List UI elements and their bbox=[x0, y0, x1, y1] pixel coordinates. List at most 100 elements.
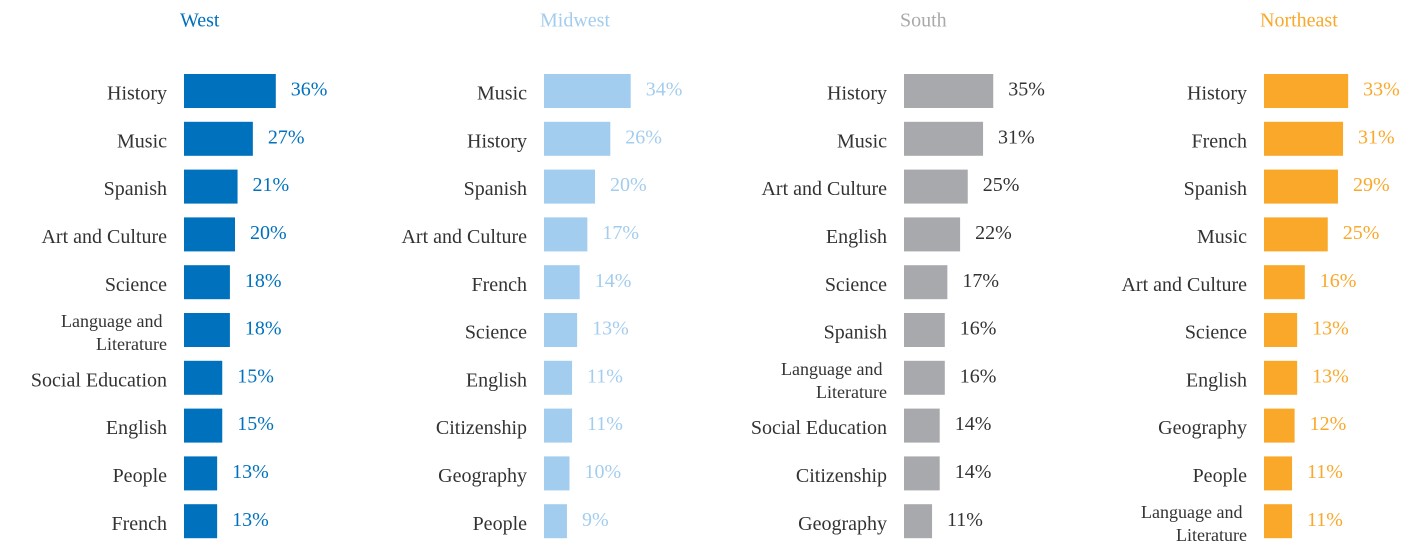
category-label: English bbox=[826, 226, 887, 248]
bar bbox=[184, 121, 253, 156]
category-label: Spanish bbox=[1184, 178, 1247, 200]
category-label: Social Education bbox=[751, 417, 887, 439]
category-label: Music bbox=[117, 130, 167, 152]
category-label: Language and Literature bbox=[781, 359, 887, 402]
bar bbox=[184, 360, 223, 395]
value-label: 12% bbox=[1310, 413, 1347, 435]
value-label: 13% bbox=[592, 318, 629, 340]
bar bbox=[544, 504, 567, 539]
value-label: 31% bbox=[1358, 126, 1395, 148]
category-label: Art and Culture bbox=[761, 178, 887, 200]
bar bbox=[184, 217, 235, 252]
bar bbox=[1264, 504, 1293, 539]
value-label: 27% bbox=[268, 126, 305, 148]
bar bbox=[544, 265, 580, 300]
category-label: Language and Literature bbox=[1141, 502, 1247, 543]
category-label: People bbox=[113, 465, 168, 487]
bar bbox=[904, 265, 948, 300]
category-label: Spanish bbox=[464, 178, 527, 200]
value-label: 31% bbox=[998, 126, 1035, 148]
value-label: 26% bbox=[625, 126, 662, 148]
bar bbox=[1264, 121, 1344, 156]
value-label: 11% bbox=[587, 365, 623, 387]
panel-title: West bbox=[180, 10, 220, 32]
bar bbox=[1264, 74, 1349, 108]
bar bbox=[184, 504, 218, 539]
bar bbox=[1264, 265, 1305, 300]
bar bbox=[544, 121, 611, 156]
bar bbox=[904, 74, 994, 108]
category-label: History bbox=[467, 130, 527, 152]
category-label: Spanish bbox=[104, 178, 167, 200]
value-label: 16% bbox=[1320, 270, 1357, 292]
bar bbox=[904, 408, 940, 443]
value-label: 18% bbox=[245, 318, 282, 340]
value-label: 20% bbox=[250, 222, 287, 244]
value-label: 11% bbox=[587, 413, 623, 435]
bar bbox=[1264, 408, 1295, 443]
value-label: 18% bbox=[245, 270, 282, 292]
bar bbox=[544, 74, 631, 108]
bar bbox=[904, 121, 984, 156]
category-label: Music bbox=[1197, 226, 1247, 248]
bar bbox=[184, 313, 230, 347]
bar bbox=[1264, 169, 1338, 204]
value-label: 17% bbox=[962, 270, 999, 292]
category-label: Social Education bbox=[31, 369, 167, 391]
category-label: Science bbox=[465, 322, 527, 344]
category-label: Citizenship bbox=[796, 465, 887, 487]
category-label: People bbox=[473, 513, 528, 535]
value-label: 14% bbox=[955, 461, 992, 483]
category-label: History bbox=[107, 83, 167, 105]
value-label: 35% bbox=[1008, 79, 1045, 101]
category-label: Geography bbox=[438, 465, 527, 487]
bar bbox=[904, 169, 968, 204]
bar bbox=[904, 504, 933, 539]
category-label: Geography bbox=[798, 513, 887, 535]
category-label: French bbox=[111, 513, 167, 535]
category-label: Science bbox=[1185, 322, 1247, 344]
bar bbox=[904, 313, 945, 347]
value-label: 16% bbox=[960, 365, 997, 387]
bar bbox=[544, 408, 573, 443]
category-label: History bbox=[1187, 83, 1247, 105]
value-label: 14% bbox=[595, 270, 632, 292]
category-label: Art and Culture bbox=[1121, 274, 1247, 296]
panel-title: Northeast bbox=[1260, 10, 1338, 32]
category-label: French bbox=[471, 274, 527, 296]
category-label: Music bbox=[477, 83, 527, 105]
value-label: 13% bbox=[1312, 318, 1349, 340]
category-label: French bbox=[1191, 130, 1247, 152]
value-label: 15% bbox=[237, 365, 274, 387]
category-label: English bbox=[1186, 369, 1247, 391]
value-label: 13% bbox=[232, 509, 269, 531]
bar bbox=[1264, 360, 1298, 395]
bar bbox=[184, 408, 223, 443]
category-label: History bbox=[827, 83, 887, 105]
bar bbox=[1264, 456, 1293, 491]
bar bbox=[544, 169, 595, 204]
value-label: 29% bbox=[1353, 174, 1390, 196]
value-label: 15% bbox=[237, 413, 274, 435]
category-label: Geography bbox=[1158, 417, 1247, 439]
category-label: Art and Culture bbox=[401, 226, 527, 248]
value-label: 17% bbox=[602, 222, 639, 244]
bar bbox=[184, 74, 276, 108]
category-label: People bbox=[1193, 465, 1248, 487]
category-label: Spanish bbox=[824, 322, 887, 344]
bar bbox=[184, 456, 218, 491]
bar bbox=[184, 169, 238, 204]
bar bbox=[544, 360, 573, 395]
bar bbox=[904, 360, 945, 395]
category-label: Language and Literature bbox=[61, 311, 167, 354]
value-label: 11% bbox=[1307, 509, 1343, 531]
value-label: 13% bbox=[232, 461, 269, 483]
bar bbox=[544, 217, 588, 252]
value-label: 21% bbox=[253, 174, 290, 196]
bar bbox=[184, 265, 230, 300]
bar bbox=[904, 456, 940, 491]
category-label: Music bbox=[837, 130, 887, 152]
bar bbox=[1264, 313, 1298, 347]
bar bbox=[904, 217, 961, 252]
